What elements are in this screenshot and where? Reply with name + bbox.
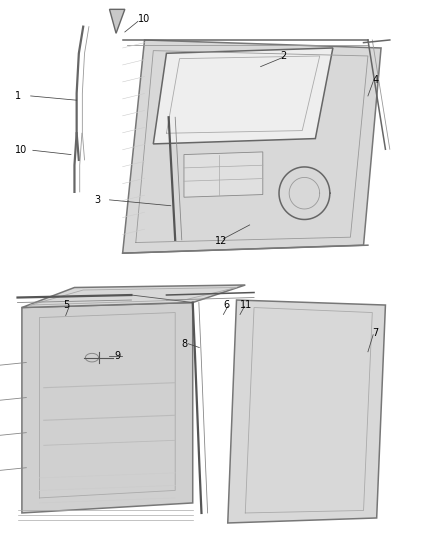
Text: 5: 5 (64, 300, 70, 310)
Text: 10: 10 (138, 14, 150, 23)
Text: 9: 9 (114, 351, 120, 361)
Text: 1: 1 (15, 91, 21, 101)
Polygon shape (153, 48, 333, 144)
Text: 4: 4 (372, 75, 378, 85)
Text: 8: 8 (182, 339, 188, 349)
Text: 10: 10 (15, 146, 28, 155)
Text: 11: 11 (240, 300, 252, 310)
Text: 7: 7 (372, 328, 378, 338)
Polygon shape (123, 40, 381, 253)
Text: 12: 12 (215, 236, 227, 246)
Text: 6: 6 (223, 300, 230, 310)
Text: 3: 3 (94, 195, 100, 205)
Polygon shape (228, 300, 385, 523)
Polygon shape (110, 9, 125, 33)
Polygon shape (184, 152, 263, 197)
Polygon shape (22, 303, 193, 513)
Text: 2: 2 (280, 51, 286, 61)
Polygon shape (22, 285, 245, 308)
